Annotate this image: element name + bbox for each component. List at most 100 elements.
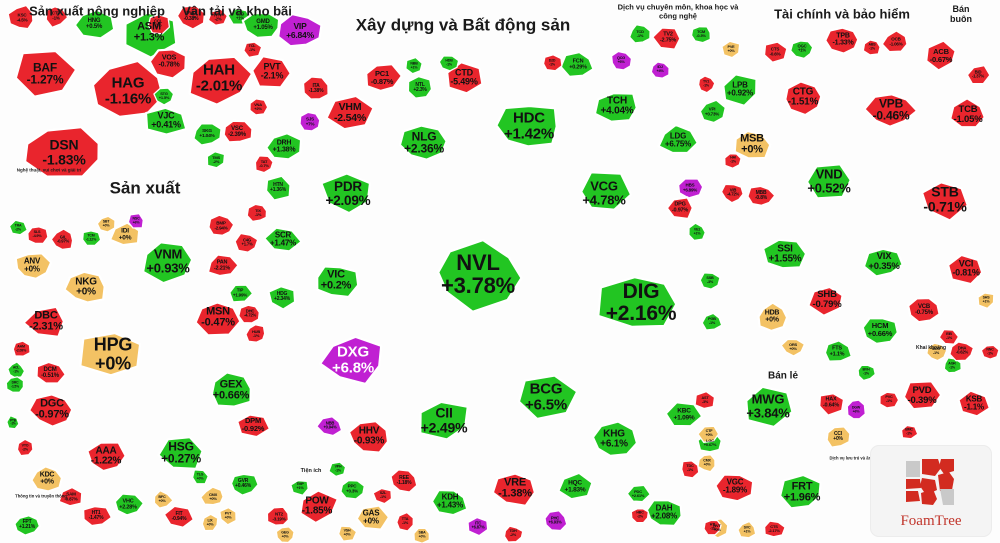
treemap-cell[interactable] <box>319 335 383 386</box>
treemap-cell[interactable] <box>50 228 74 251</box>
treemap-cell[interactable] <box>946 253 984 286</box>
treemap-cell[interactable] <box>201 513 219 532</box>
treemap-cell[interactable] <box>926 342 948 362</box>
treemap-cell[interactable] <box>86 441 127 473</box>
treemap-cell[interactable] <box>355 504 391 531</box>
treemap-cell[interactable] <box>14 252 53 280</box>
treemap-cell[interactable] <box>593 91 638 123</box>
treemap-cell[interactable] <box>778 473 822 510</box>
treemap-cell[interactable] <box>628 24 651 44</box>
treemap-cell[interactable] <box>579 171 633 211</box>
treemap-cell[interactable] <box>340 479 365 500</box>
treemap-cell[interactable] <box>6 415 20 430</box>
treemap-cell[interactable] <box>16 438 34 457</box>
treemap-cell[interactable] <box>193 123 222 146</box>
treemap-cell[interactable] <box>96 215 116 233</box>
treemap-cell[interactable] <box>28 393 74 428</box>
treemap-cell[interactable] <box>5 376 25 393</box>
treemap-cell[interactable] <box>222 119 254 144</box>
treemap-cell[interactable] <box>863 93 919 128</box>
treemap-cell[interactable] <box>45 6 69 28</box>
treemap-cell[interactable] <box>949 341 975 362</box>
treemap-cell[interactable] <box>241 12 281 39</box>
treemap-cell[interactable] <box>495 104 558 148</box>
treemap-cell[interactable] <box>724 153 742 169</box>
treemap-cell[interactable] <box>819 393 845 416</box>
treemap-cell[interactable] <box>980 344 1000 360</box>
treemap-cell[interactable] <box>542 54 563 72</box>
treemap-cell[interactable] <box>790 40 814 60</box>
treemap-cell[interactable] <box>491 472 537 507</box>
treemap-cell[interactable] <box>265 175 291 201</box>
treemap-cell[interactable] <box>657 123 699 155</box>
treemap-cell[interactable] <box>12 340 31 357</box>
treemap-cell[interactable] <box>857 364 876 382</box>
treemap-cell[interactable] <box>35 360 67 385</box>
treemap-cell[interactable] <box>846 399 866 420</box>
treemap-cell[interactable] <box>677 178 704 199</box>
treemap-cell[interactable] <box>7 361 26 379</box>
treemap-cell[interactable] <box>699 272 721 290</box>
treemap-cell[interactable] <box>721 40 741 59</box>
treemap-cell[interactable] <box>206 151 226 169</box>
treemap-cell[interactable] <box>246 203 268 223</box>
treemap-cell[interactable] <box>557 471 594 501</box>
treemap-cell[interactable] <box>230 473 259 496</box>
treemap-cell[interactable] <box>697 454 716 473</box>
treemap-cell[interactable] <box>277 13 323 48</box>
treemap-cell[interactable] <box>949 97 986 129</box>
treemap-cell[interactable] <box>299 111 321 132</box>
treemap-cell[interactable] <box>763 520 786 538</box>
treemap-cell[interactable] <box>757 301 789 332</box>
treemap-cell[interactable] <box>737 520 757 539</box>
treemap-cell[interactable] <box>652 27 681 50</box>
treemap-cell[interactable] <box>243 41 263 59</box>
treemap-cell[interactable] <box>697 425 720 443</box>
treemap-cell[interactable] <box>697 75 716 94</box>
treemap-cell[interactable] <box>22 305 66 338</box>
treemap-cell[interactable] <box>299 489 339 525</box>
treemap-cell[interactable] <box>907 296 941 324</box>
treemap-cell[interactable] <box>745 385 794 428</box>
treemap-cell[interactable] <box>27 226 49 245</box>
treemap-cell[interactable] <box>714 473 755 503</box>
treemap-cell[interactable] <box>977 292 995 310</box>
treemap-cell[interactable] <box>664 401 704 428</box>
treemap-cell[interactable] <box>630 508 649 524</box>
treemap-cell[interactable] <box>157 436 204 470</box>
treemap-cell[interactable] <box>503 525 524 543</box>
treemap-cell[interactable] <box>419 400 469 441</box>
treemap-cell[interactable] <box>208 214 235 236</box>
treemap-cell[interactable] <box>720 183 744 204</box>
treemap-cell[interactable] <box>266 506 290 526</box>
treemap-cell[interactable] <box>824 340 852 362</box>
treemap-cell[interactable] <box>249 98 269 116</box>
treemap-cell[interactable] <box>879 391 900 409</box>
treemap-cell[interactable] <box>207 8 229 26</box>
treemap-cell[interactable] <box>325 94 375 131</box>
treemap-cell[interactable] <box>517 374 579 420</box>
treemap-cell[interactable] <box>148 48 187 80</box>
treemap-cell[interactable] <box>703 519 722 536</box>
treemap-cell[interactable] <box>902 380 943 411</box>
treemap-cell[interactable] <box>722 73 758 107</box>
treemap-cell[interactable] <box>219 506 237 526</box>
treemap-cell[interactable] <box>694 390 716 410</box>
treemap-cell[interactable] <box>966 64 991 85</box>
treemap-cell[interactable] <box>188 55 254 106</box>
treemap-cell[interactable] <box>784 80 823 117</box>
treemap-cell[interactable] <box>824 26 860 55</box>
treemap-cell[interactable] <box>73 8 116 40</box>
treemap-cell[interactable] <box>610 50 633 71</box>
treemap-cell[interactable] <box>200 486 224 506</box>
treemap-cell[interactable] <box>861 317 899 345</box>
treemap-cell[interactable] <box>446 61 484 95</box>
treemap-cell[interactable] <box>79 332 142 377</box>
treemap-cell[interactable] <box>438 55 460 72</box>
treemap-cell[interactable] <box>413 527 430 543</box>
treemap-cell[interactable] <box>645 499 683 527</box>
treemap-cell[interactable] <box>688 222 706 242</box>
treemap-cell[interactable] <box>63 270 106 304</box>
